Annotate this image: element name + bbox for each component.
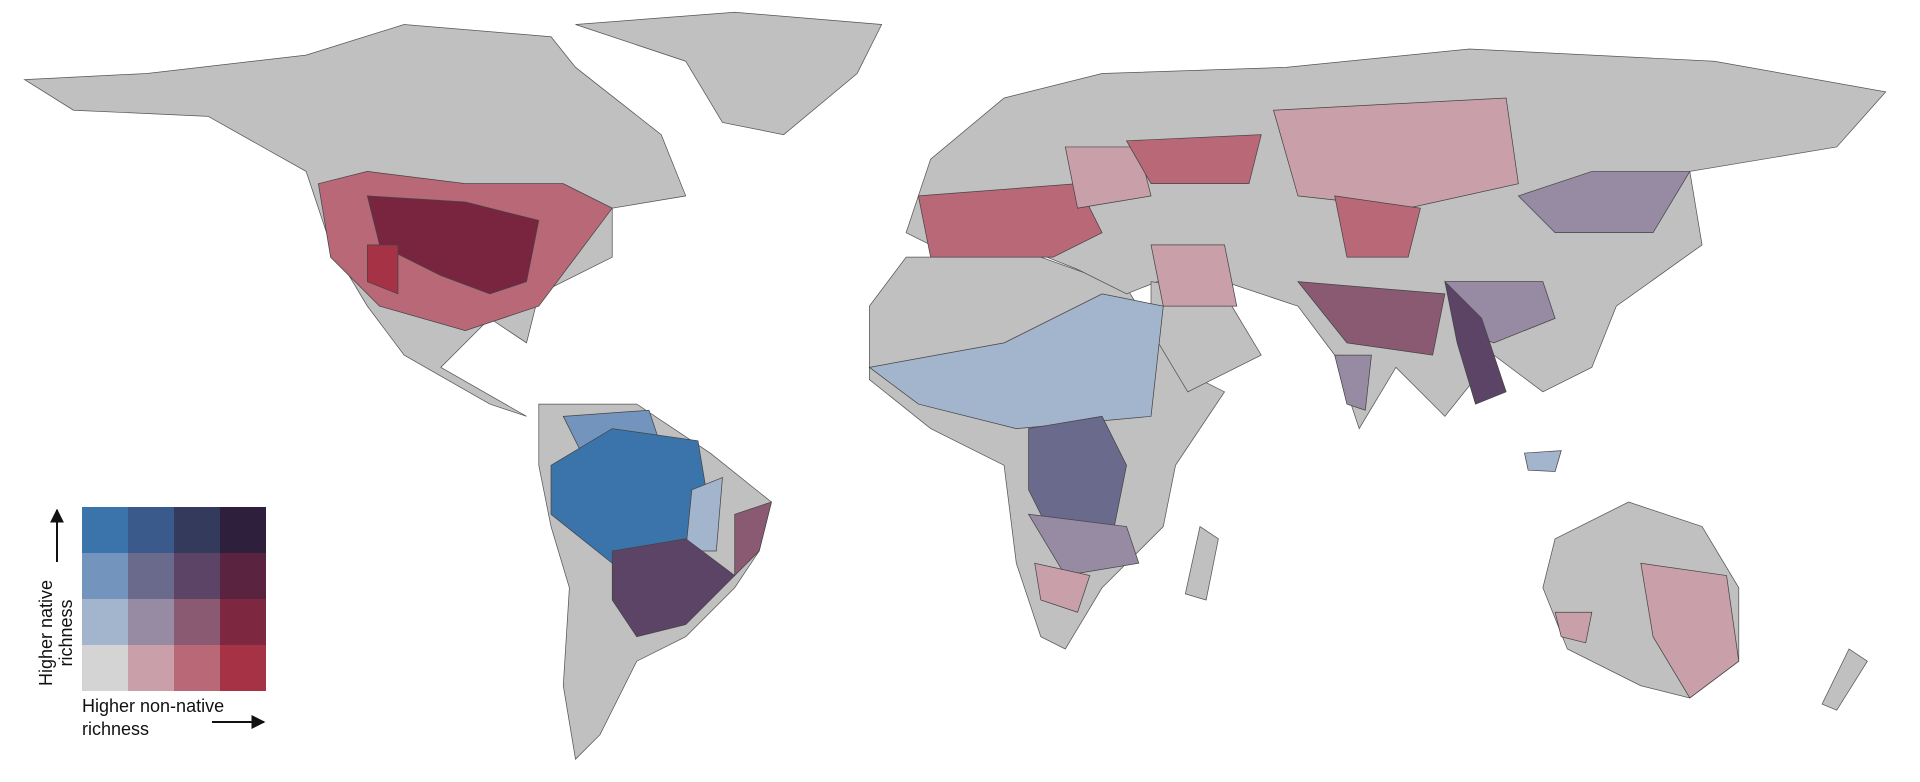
region (1524, 450, 1562, 472)
new-zealand (1821, 648, 1868, 711)
region (611, 538, 736, 638)
legend-cell (82, 553, 128, 599)
legend-cell (128, 645, 174, 691)
region (734, 501, 772, 577)
legend-cell (220, 599, 266, 645)
region (685, 476, 723, 552)
legend-cell (220, 507, 266, 553)
legend (82, 507, 266, 691)
legend-cell (82, 645, 128, 691)
region (1334, 354, 1372, 411)
region (1517, 171, 1691, 234)
region (1334, 195, 1421, 258)
legend-cell (174, 507, 220, 553)
region (1064, 146, 1152, 209)
legend-cell (174, 553, 220, 599)
y-label-line: richness (56, 599, 76, 666)
y-label: Higher native richness (36, 580, 76, 686)
region (1125, 134, 1262, 185)
greenland (575, 11, 883, 136)
legend-cell (174, 645, 220, 691)
legend-cell (128, 599, 174, 645)
region (366, 244, 399, 295)
x-label-line: richness (82, 719, 149, 739)
x-label-line: Higher non-native (82, 696, 224, 716)
madagascar (1184, 525, 1219, 601)
legend-cell (220, 553, 266, 599)
legend-cell (128, 507, 174, 553)
region (1297, 281, 1446, 356)
region (1150, 244, 1238, 307)
legend-cell (174, 599, 220, 645)
region (1273, 97, 1519, 209)
legend-cell (82, 599, 128, 645)
region (1554, 611, 1593, 644)
region (917, 183, 1103, 258)
region (1640, 562, 1740, 699)
legend-cell (220, 645, 266, 691)
region (1034, 562, 1091, 613)
region (868, 293, 1164, 429)
legend-cell (128, 553, 174, 599)
region (1027, 513, 1140, 576)
world-map (23, 11, 1887, 760)
legend-cell (82, 507, 128, 553)
region (1444, 280, 1507, 405)
y-label-line: Higher native (36, 580, 56, 686)
